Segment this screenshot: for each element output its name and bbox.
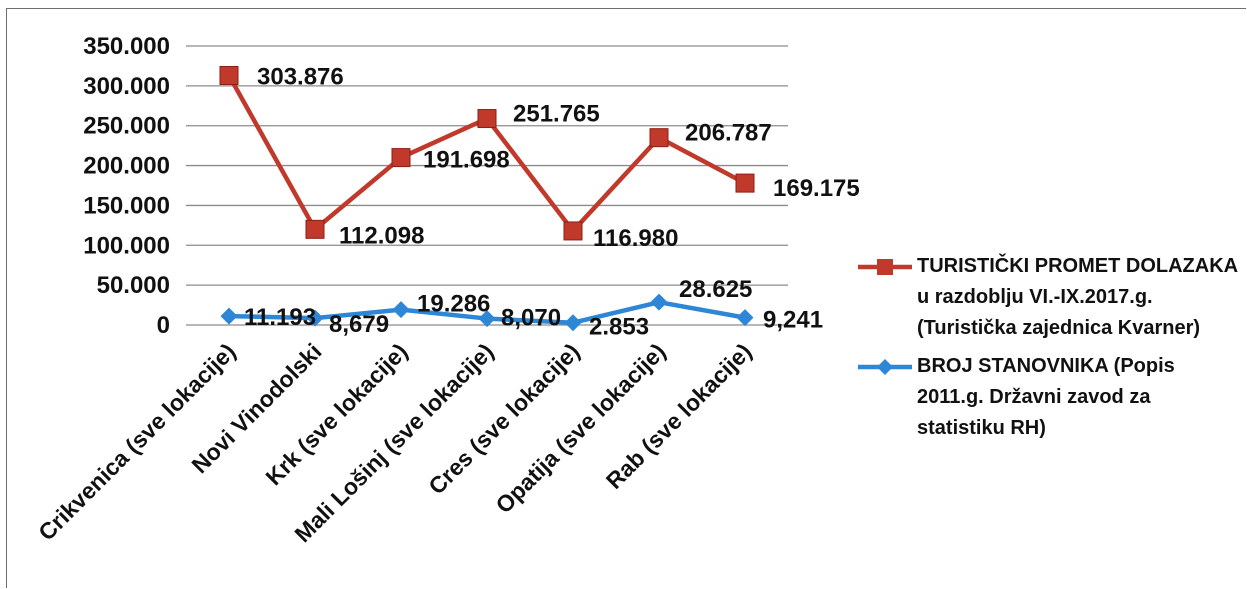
data-label: 303.876 (257, 63, 344, 90)
y-tick-label: 100.000 (83, 232, 170, 259)
legend-label: 2011.g. Državni zavod za (917, 386, 1151, 408)
y-tick-label: 300.000 (83, 73, 170, 100)
y-tick-label: 50.000 (97, 272, 170, 299)
legend-label: u razdoblju VI.-IX.2017.g. (917, 286, 1153, 308)
data-point (650, 293, 668, 311)
data-point (736, 309, 754, 327)
data-label: 11.193 (244, 304, 316, 331)
legend-label: statistiku RH) (917, 417, 1046, 439)
data-label: 206.787 (685, 120, 772, 147)
data-point (219, 65, 239, 85)
data-label: 19.286 (417, 291, 490, 318)
data-label: 251.765 (513, 101, 600, 128)
data-point (735, 173, 755, 193)
data-label: 28.625 (679, 276, 752, 303)
y-tick-label: 350.000 (83, 33, 170, 60)
data-label: 9,241 (763, 307, 823, 334)
y-tick-label: 0 (157, 312, 170, 339)
data-point (563, 221, 583, 241)
legend-label: TURISTIČKI PROMET DOLAZAKA (917, 253, 1238, 277)
x-category-label: Krk (sve lokacije) (260, 338, 412, 490)
x-category-label: Rab (sve lokacije) (601, 338, 757, 494)
series-group (219, 65, 755, 332)
data-point (564, 314, 582, 332)
x-category-label: Cres (sve lokacije) (423, 338, 584, 499)
chart-frame (6, 8, 1246, 588)
data-point (220, 307, 238, 325)
x-axis-categories: Crikvenica (sve lokacije)Novi Vinodolski… (33, 338, 756, 547)
data-point (392, 301, 410, 319)
data-label: 2.853 (589, 314, 649, 341)
y-axis-ticks: 0 50.000 100.000 150.000 200.000 250.000 300.0… (83, 33, 170, 339)
data-point (305, 219, 325, 239)
data-label: 169.175 (773, 175, 860, 202)
legend-marker (877, 359, 893, 375)
legend: TURISTIČKI PROMET DOLAZAKA u razdoblju VI… (858, 253, 1238, 439)
data-point (649, 128, 669, 148)
y-tick-label: 200.000 (83, 153, 170, 180)
data-point (391, 148, 411, 168)
data-point (478, 310, 496, 328)
x-category-label: Opatija (sve lokacije) (490, 338, 670, 518)
data-label: 112.098 (339, 222, 424, 249)
data-point (477, 109, 497, 129)
y-tick-label: 250.000 (83, 113, 170, 140)
legend-label: BROJ STANOVNIKA (Popis (917, 355, 1175, 377)
data-label: 116.980 (593, 225, 678, 252)
data-point (306, 309, 324, 327)
legend-marker (877, 259, 893, 275)
legend-label: (Turistička zajednica Kvarner) (917, 317, 1200, 339)
data-label: 191.698 (423, 147, 510, 174)
data-label: 8,679 (329, 311, 389, 338)
y-tick-label: 150.000 (83, 192, 170, 219)
data-label: 8,070 (501, 305, 561, 332)
